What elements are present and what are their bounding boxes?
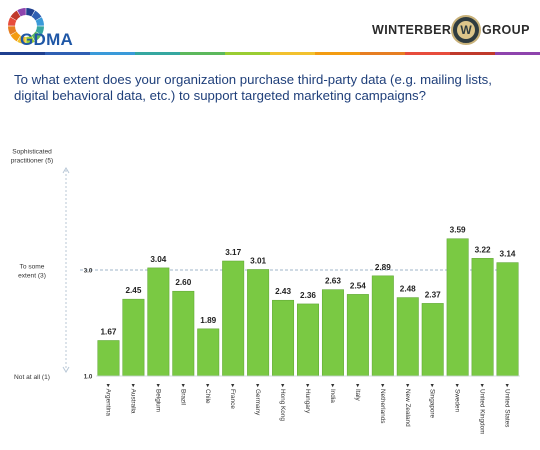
gdma-ring-icon xyxy=(8,8,44,44)
data-label: 2.54 xyxy=(350,281,366,290)
category-label: ▸ United Kingdom xyxy=(479,384,486,434)
data-label: 3.17 xyxy=(225,248,241,257)
bar xyxy=(346,294,369,377)
data-label: 3.22 xyxy=(475,245,491,254)
color-stripe-segment xyxy=(135,52,180,55)
bar xyxy=(172,290,195,377)
ring-segment xyxy=(26,35,35,44)
ring-segment xyxy=(35,17,44,26)
winterberry-group-logo: WINTERBERRY W GROUP xyxy=(372,15,534,49)
category-label: ▸ United States xyxy=(504,384,511,427)
category-label: ▸ France xyxy=(229,384,236,409)
category-label: ▸ Hungary xyxy=(304,384,311,414)
winterberry-word: WINTERBERRY xyxy=(372,23,469,37)
ring-segment xyxy=(10,10,21,21)
bar xyxy=(471,258,494,377)
category-label: ▸ Brazil xyxy=(179,384,186,405)
data-label: 2.63 xyxy=(325,277,341,286)
category-label: ▸ Singapore xyxy=(429,384,436,419)
bar xyxy=(421,303,444,377)
header-color-stripe xyxy=(0,52,540,55)
ring-segment xyxy=(31,10,42,21)
color-stripe-segment xyxy=(180,52,225,55)
color-stripe-segment xyxy=(405,52,450,55)
category-label: ▸ Chile xyxy=(204,384,211,404)
category-label: ▸ Netherlands xyxy=(379,384,386,423)
category-label: ▸ Italy xyxy=(354,384,361,402)
bar xyxy=(197,328,220,377)
category-label: ▸ Sweden xyxy=(454,384,461,413)
color-stripe-segment xyxy=(225,52,270,55)
ring-segment xyxy=(26,8,35,17)
data-label: 2.43 xyxy=(275,287,291,296)
gdma-logo: GDMA xyxy=(6,4,96,54)
gdma-logo-text: GDMA xyxy=(20,30,74,49)
color-stripe-segment xyxy=(315,52,360,55)
ring-segment xyxy=(8,17,17,26)
color-stripe-segment xyxy=(495,52,540,55)
winterberry-badge-icon: W xyxy=(451,15,481,45)
bar xyxy=(496,262,519,377)
color-stripe-segment xyxy=(270,52,315,55)
data-label: 2.60 xyxy=(175,278,191,287)
bar xyxy=(97,340,120,377)
data-label: 3.01 xyxy=(250,256,266,265)
category-label: ▸ Hong Kong xyxy=(279,384,286,421)
data-label: 3.59 xyxy=(450,226,466,235)
bar xyxy=(247,269,270,377)
data-label: 1.89 xyxy=(200,316,216,325)
category-label: ▸ Belgium xyxy=(154,384,161,412)
bar xyxy=(147,267,170,377)
data-label: 2.37 xyxy=(425,290,441,299)
ring-segment xyxy=(35,26,44,35)
bar xyxy=(446,238,469,377)
ring-segment xyxy=(17,8,26,17)
data-label: 1.67 xyxy=(101,327,117,336)
bar xyxy=(396,297,419,377)
y-axis-label: Not at all (1) xyxy=(14,374,50,381)
y-axis-down-arrow-icon xyxy=(62,366,70,373)
data-label: 2.48 xyxy=(400,285,416,294)
winterberry-badge-letter: W xyxy=(457,21,475,39)
data-label: 3.14 xyxy=(500,250,516,259)
color-stripe-segment xyxy=(90,52,135,55)
category-label: ▸ India xyxy=(329,384,336,403)
group-word: GROUP xyxy=(482,23,530,37)
color-stripe-segment xyxy=(0,52,45,55)
bar xyxy=(297,303,319,377)
data-label: 3.04 xyxy=(150,255,166,264)
data-label: 2.36 xyxy=(300,291,316,300)
ring-segment xyxy=(31,31,42,42)
category-label: ▸ Germany xyxy=(254,384,261,416)
bar xyxy=(321,289,344,377)
bar xyxy=(122,298,145,377)
y-tick-label: 3.0 xyxy=(84,268,93,275)
bar xyxy=(272,299,295,377)
category-label: ▸ Argentina xyxy=(104,384,111,416)
data-label: 2.45 xyxy=(125,286,141,295)
y-axis-label: practitioner (5) xyxy=(11,158,54,165)
category-label: ▸ New Zealand xyxy=(404,384,411,427)
y-axis-label: Sophisticated xyxy=(12,149,52,156)
y-tick-label: 1.0 xyxy=(84,374,93,381)
ring-segment xyxy=(8,26,17,35)
ring-segment xyxy=(10,31,21,42)
color-stripe-segment xyxy=(360,52,405,55)
category-label: ▸ Australia xyxy=(129,384,136,414)
color-stripe-segment xyxy=(45,52,90,55)
y-axis-up-arrow-icon xyxy=(62,167,70,174)
bar xyxy=(371,275,394,377)
color-stripe-segment xyxy=(450,52,495,55)
data-label: 2.89 xyxy=(375,263,391,272)
ring-segment xyxy=(17,35,26,44)
bar xyxy=(222,260,245,377)
y-axis-label: To some xyxy=(20,264,45,271)
survey-question: To what extent does your organization pu… xyxy=(14,72,492,103)
y-axis-label: extent (3) xyxy=(18,273,46,280)
